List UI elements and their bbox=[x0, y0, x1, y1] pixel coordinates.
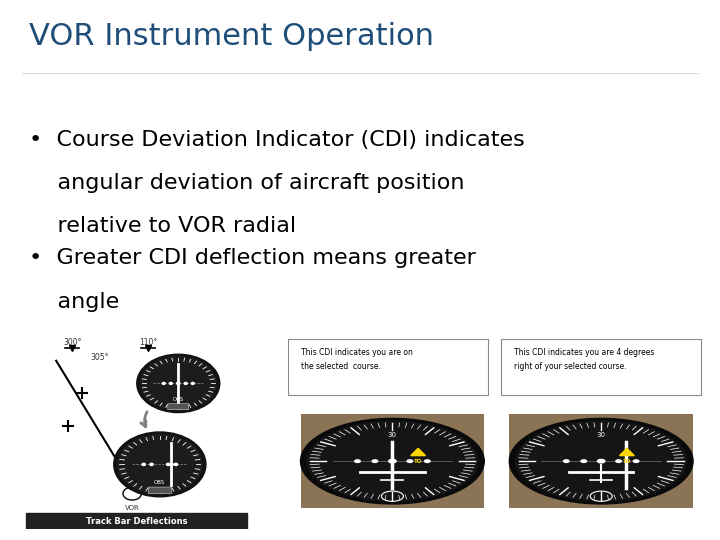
Circle shape bbox=[516, 421, 687, 501]
FancyBboxPatch shape bbox=[168, 404, 189, 410]
Circle shape bbox=[166, 463, 170, 465]
Polygon shape bbox=[411, 448, 426, 456]
Text: Track Bar Deflections: Track Bar Deflections bbox=[86, 517, 187, 525]
FancyBboxPatch shape bbox=[26, 513, 248, 529]
FancyBboxPatch shape bbox=[148, 487, 171, 494]
FancyBboxPatch shape bbox=[501, 339, 701, 395]
Circle shape bbox=[581, 460, 587, 462]
Circle shape bbox=[616, 460, 621, 462]
Text: TO: TO bbox=[414, 458, 423, 464]
Text: VOR Instrument Operation: VOR Instrument Operation bbox=[29, 22, 433, 51]
Circle shape bbox=[117, 435, 202, 494]
Circle shape bbox=[564, 460, 569, 462]
Text: •  Greater CDI deflection means greater: • Greater CDI deflection means greater bbox=[29, 248, 476, 268]
Circle shape bbox=[169, 382, 172, 384]
Text: 30: 30 bbox=[388, 433, 397, 438]
Text: 305°: 305° bbox=[91, 353, 109, 362]
Circle shape bbox=[192, 382, 194, 384]
Circle shape bbox=[509, 418, 693, 504]
Circle shape bbox=[150, 463, 153, 465]
Circle shape bbox=[174, 463, 178, 465]
Text: angular deviation of aircraft position: angular deviation of aircraft position bbox=[29, 173, 464, 193]
Text: TO: TO bbox=[623, 458, 631, 464]
Circle shape bbox=[142, 463, 145, 465]
Circle shape bbox=[634, 460, 639, 462]
Text: This CDI indicates you are on: This CDI indicates you are on bbox=[300, 348, 413, 357]
Text: This CDI indicates you are 4 degrees: This CDI indicates you are 4 degrees bbox=[513, 348, 654, 357]
Circle shape bbox=[169, 463, 174, 465]
Circle shape bbox=[140, 356, 217, 410]
Circle shape bbox=[137, 354, 220, 413]
Text: OBS: OBS bbox=[173, 397, 184, 402]
FancyBboxPatch shape bbox=[300, 414, 485, 508]
Text: •  Course Deviation Indicator (CDI) indicates: • Course Deviation Indicator (CDI) indic… bbox=[29, 130, 525, 150]
Text: angle: angle bbox=[29, 292, 119, 312]
Circle shape bbox=[162, 382, 165, 384]
Text: OBS: OBS bbox=[154, 480, 166, 485]
Circle shape bbox=[407, 460, 413, 462]
Circle shape bbox=[307, 421, 478, 501]
Circle shape bbox=[355, 460, 360, 462]
Circle shape bbox=[184, 382, 187, 384]
Text: the selected  course.: the selected course. bbox=[300, 362, 380, 371]
Circle shape bbox=[372, 460, 378, 462]
Circle shape bbox=[176, 382, 180, 384]
FancyBboxPatch shape bbox=[509, 414, 693, 508]
Circle shape bbox=[300, 418, 485, 504]
Text: right of your selected course.: right of your selected course. bbox=[513, 362, 626, 371]
Circle shape bbox=[425, 460, 430, 462]
Circle shape bbox=[389, 460, 396, 463]
Circle shape bbox=[114, 432, 206, 497]
Polygon shape bbox=[620, 448, 634, 456]
Text: 30: 30 bbox=[597, 433, 606, 438]
Text: 110°: 110° bbox=[139, 338, 158, 347]
Text: VOR: VOR bbox=[125, 505, 140, 511]
Circle shape bbox=[598, 460, 605, 463]
Text: 300°: 300° bbox=[63, 338, 81, 347]
FancyBboxPatch shape bbox=[288, 339, 488, 395]
Text: relative to VOR radial: relative to VOR radial bbox=[29, 216, 296, 236]
Circle shape bbox=[123, 487, 141, 500]
